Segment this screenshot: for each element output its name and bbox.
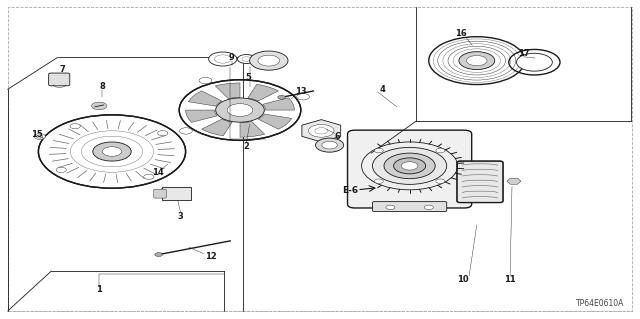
Text: 13: 13	[295, 87, 307, 96]
Circle shape	[56, 167, 67, 173]
Polygon shape	[186, 110, 217, 122]
Circle shape	[278, 95, 285, 99]
Circle shape	[209, 52, 237, 66]
Circle shape	[436, 148, 445, 153]
Text: 7: 7	[60, 65, 65, 74]
Circle shape	[436, 179, 445, 183]
Polygon shape	[263, 98, 294, 110]
Text: 11: 11	[504, 275, 516, 284]
Polygon shape	[248, 84, 278, 101]
FancyBboxPatch shape	[457, 161, 503, 203]
FancyBboxPatch shape	[154, 189, 166, 198]
Circle shape	[157, 130, 168, 136]
Text: TP64E0610A: TP64E0610A	[575, 299, 624, 308]
Circle shape	[297, 93, 310, 100]
Text: 8: 8	[100, 82, 105, 91]
Circle shape	[237, 55, 255, 63]
Circle shape	[459, 52, 495, 70]
Circle shape	[179, 128, 192, 134]
Circle shape	[227, 104, 253, 116]
FancyBboxPatch shape	[49, 73, 70, 86]
Circle shape	[159, 189, 168, 193]
Circle shape	[102, 147, 122, 156]
Text: 16: 16	[455, 29, 467, 38]
Circle shape	[372, 147, 447, 184]
Circle shape	[467, 56, 487, 66]
Circle shape	[424, 205, 433, 210]
Circle shape	[374, 179, 383, 183]
Circle shape	[258, 55, 280, 66]
Circle shape	[384, 153, 435, 179]
Circle shape	[34, 134, 45, 139]
Circle shape	[394, 158, 426, 174]
Circle shape	[93, 142, 131, 161]
Circle shape	[401, 162, 418, 170]
Circle shape	[386, 205, 395, 210]
Circle shape	[322, 141, 337, 149]
Circle shape	[199, 78, 212, 84]
Text: 10: 10	[457, 275, 468, 284]
Text: 12: 12	[205, 252, 217, 261]
Polygon shape	[188, 91, 222, 106]
FancyBboxPatch shape	[348, 130, 472, 208]
FancyBboxPatch shape	[372, 202, 447, 211]
Circle shape	[374, 148, 383, 153]
Circle shape	[70, 124, 80, 129]
Circle shape	[92, 102, 107, 110]
Polygon shape	[302, 120, 340, 142]
Text: 1: 1	[96, 285, 102, 294]
FancyBboxPatch shape	[162, 187, 191, 200]
Text: E-6: E-6	[342, 186, 358, 195]
Text: 5: 5	[245, 73, 252, 82]
Circle shape	[516, 53, 552, 71]
Text: 9: 9	[229, 53, 234, 62]
Circle shape	[144, 174, 154, 179]
Circle shape	[216, 98, 264, 122]
Text: 3: 3	[178, 212, 183, 221]
Circle shape	[250, 51, 288, 70]
Text: 17: 17	[518, 49, 529, 58]
Circle shape	[48, 120, 176, 183]
Polygon shape	[202, 119, 232, 136]
Text: 6: 6	[335, 132, 341, 141]
Text: 14: 14	[152, 168, 164, 177]
Circle shape	[316, 138, 344, 152]
Polygon shape	[258, 114, 292, 129]
Polygon shape	[240, 122, 265, 137]
Polygon shape	[507, 178, 521, 184]
Circle shape	[155, 253, 163, 256]
Text: 15: 15	[31, 130, 43, 139]
Polygon shape	[215, 83, 240, 99]
Text: 2: 2	[243, 142, 250, 151]
Circle shape	[308, 124, 334, 137]
Text: 4: 4	[380, 85, 386, 94]
